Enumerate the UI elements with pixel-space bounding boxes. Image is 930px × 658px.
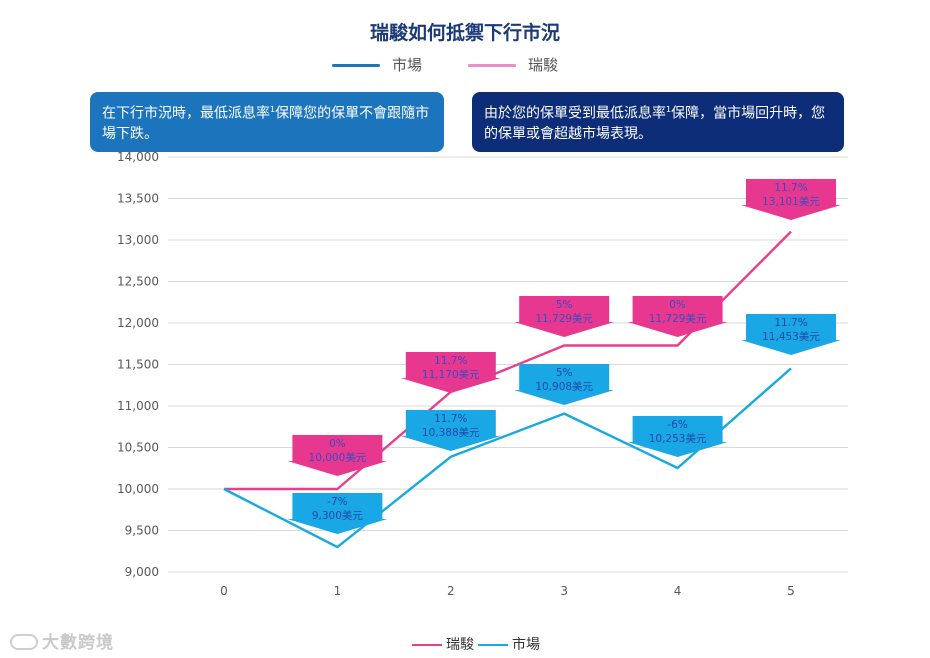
x-tick-label: 4 — [674, 584, 682, 598]
market-label-value: 10,388美元 — [422, 426, 480, 439]
x-tick-label: 3 — [560, 584, 568, 598]
product-label-marker — [741, 179, 841, 220]
product-label-value: 11,170美元 — [422, 368, 480, 381]
y-tick-label: 12,500 — [117, 275, 159, 289]
market-label-marker — [741, 314, 841, 355]
product-label-pct: 0% — [329, 438, 346, 450]
y-tick-label: 9,000 — [125, 565, 159, 579]
watermark-text: 大數跨境 — [42, 633, 114, 653]
callout-downturn-text-a: 在下行市況時，最低派息率 — [102, 105, 270, 122]
legend-market-label: 市場 — [392, 56, 423, 74]
market-label-pct: 11.7% — [774, 317, 807, 329]
y-tick-label: 11,500 — [117, 358, 159, 372]
market-label-pct: -6% — [667, 419, 687, 431]
market-label-value: 9,300美元 — [312, 509, 364, 522]
product-label-marker — [287, 435, 388, 476]
chart-title: 瑞駿如何抵禦下行市況 — [369, 22, 560, 44]
legend-bottom-market-label: 市場 — [512, 637, 540, 653]
market-label-marker — [514, 364, 615, 405]
y-tick-label: 10,000 — [117, 482, 159, 496]
product-label-value: 11,729美元 — [535, 312, 593, 325]
callout-downturn-footnote: 1 — [270, 105, 276, 114]
legend-top-product: 瑞駿 — [468, 54, 558, 76]
legend-product-swatch — [468, 64, 516, 67]
legend-top-market: 市場 — [332, 54, 422, 76]
product-label-marker — [514, 296, 615, 337]
product-label-pct: 11.7% — [434, 355, 467, 367]
market-label-pct: 11.7% — [434, 413, 467, 425]
product-label-pct: 0% — [669, 299, 686, 311]
market-label-marker — [287, 493, 388, 534]
x-tick-label: 2 — [447, 584, 455, 598]
watermark-icon — [10, 634, 38, 650]
y-tick-label: 13,000 — [117, 233, 159, 247]
market-label-pct: 5% — [556, 367, 573, 379]
product-label-marker — [627, 296, 728, 337]
x-tick-label: 5 — [787, 584, 795, 598]
market-label-marker — [627, 416, 728, 457]
market-label-value: 10,908美元 — [535, 380, 593, 393]
y-tick-label: 11,000 — [117, 399, 159, 413]
legend-product-label: 瑞駿 — [528, 56, 559, 74]
callout-downturn: 在下行市況時，最低派息率1保障您的保單不會跟隨市場下跌。 — [90, 92, 444, 152]
market-label-pct: -7% — [327, 496, 347, 508]
callout-recovery-text-b: 保障，當市場回升時，您的保單或會超越市場表現。 — [484, 105, 826, 142]
callout-recovery-footnote: 1 — [666, 105, 672, 114]
market-label-marker — [400, 410, 501, 451]
y-tick-label: 9,500 — [125, 524, 159, 538]
callout-recovery: 由於您的保單受到最低派息率1保障，當市場回升時，您的保單或會超越市場表現。 — [472, 92, 844, 152]
market-label-value: 11,453美元 — [762, 330, 820, 343]
product-label-pct: 11.7% — [774, 182, 807, 194]
series-line-market — [223, 367, 792, 549]
legend-bottom-product: 瑞駿 — [412, 634, 474, 654]
product-label-value: 10,000美元 — [309, 451, 367, 464]
x-tick-label: 1 — [334, 584, 342, 598]
product-label-value: 13,101美元 — [762, 195, 820, 208]
legend-bottom-product-swatch — [412, 644, 442, 646]
x-tick-label: 0 — [220, 584, 228, 598]
product-label-marker — [400, 352, 501, 393]
callout-downturn-text-b: 保障您的保單不會跟隨市場下跌。 — [102, 105, 430, 142]
watermark: 大數跨境 — [10, 628, 114, 653]
y-tick-label: 13,500 — [117, 192, 159, 206]
y-tick-label: 12,000 — [117, 316, 159, 330]
y-tick-label: 10,500 — [117, 441, 159, 455]
y-tick-label: 14,000 — [117, 150, 159, 164]
product-label-pct: 5% — [556, 299, 573, 311]
legend-bottom-market-swatch — [478, 644, 508, 646]
legend-market-swatch — [332, 64, 380, 67]
market-label-value: 10,253美元 — [649, 432, 707, 445]
product-label-value: 11,729美元 — [649, 312, 707, 325]
callout-recovery-text-a: 由於您的保單受到最低派息率 — [484, 105, 666, 122]
legend-bottom-market: 市場 — [478, 634, 540, 654]
legend-bottom-product-label: 瑞駿 — [446, 637, 474, 653]
